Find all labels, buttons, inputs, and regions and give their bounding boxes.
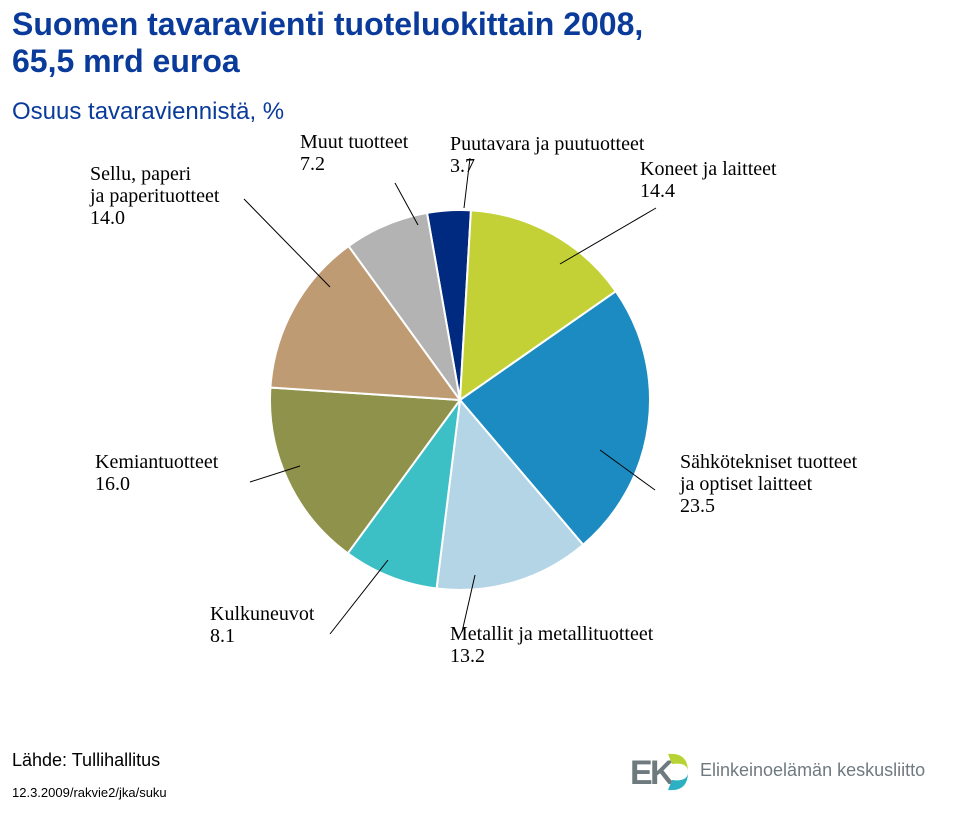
leader-line [330, 560, 388, 634]
slice-label: Metallit ja metallituotteet13.2 [450, 623, 654, 667]
slice-label: Sellu, paperija paperituotteet14.0 [89, 163, 220, 229]
slice-label: Kulkuneuvot8.1 [210, 603, 315, 647]
slice-label: Kemiantuotteet16.0 [95, 451, 219, 495]
leader-line [560, 208, 656, 264]
pie-chart: Puutavara ja puutuotteet3.7Koneet ja lai… [0, 0, 960, 813]
footer-org-name: Elinkeinoelämän keskusliitto [700, 760, 925, 781]
slice-label: Sähkötekniset tuotteetja optiset laittee… [679, 451, 858, 517]
slice-label: Muut tuotteet7.2 [300, 131, 409, 175]
slice-label: Puutavara ja puutuotteet3.7 [450, 133, 645, 177]
source-label: Lähde: Tullihallitus [12, 750, 160, 771]
leader-line [244, 199, 330, 287]
slice-label: Koneet ja laitteet14.4 [640, 158, 777, 202]
meta-label: 12.3.2009/rakvie2/jka/suku [12, 785, 167, 800]
ek-logo-icon: EK [630, 750, 690, 796]
